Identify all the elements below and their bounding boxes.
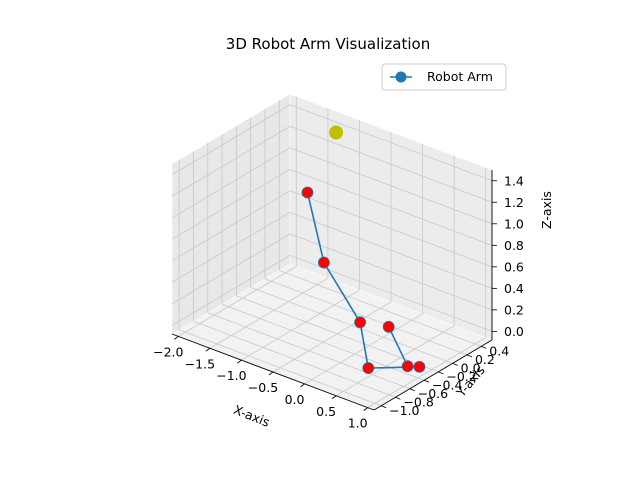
z-axis-label: Z-axis	[539, 191, 554, 229]
y-tick-label: 0.0	[461, 360, 481, 375]
x-tick	[268, 371, 274, 376]
legend-box	[381, 63, 507, 91]
x-tick	[174, 336, 179, 340]
x-tick	[363, 407, 368, 411]
z-grid-line	[171, 125, 291, 197]
target-marker	[329, 125, 344, 140]
x-tick	[205, 347, 211, 352]
z-grid-line	[289, 147, 493, 225]
z-grid-line	[171, 212, 291, 283]
x-grid-line	[272, 301, 392, 373]
y-tick	[381, 405, 387, 409]
y-grid-line	[207, 312, 410, 390]
x-tick	[237, 359, 242, 364]
z-grid-line	[171, 233, 291, 305]
y-grid-line	[193, 320, 396, 398]
y-tick	[481, 345, 487, 349]
x-tick-label: 0.5	[316, 404, 336, 419]
y-tick	[409, 388, 415, 392]
y-grid-line	[279, 269, 482, 347]
joint-marker	[362, 362, 375, 374]
legend-marker-swatch	[395, 71, 407, 83]
z-tick-label: 0.8	[504, 238, 524, 253]
joint-marker	[317, 256, 330, 269]
y-tick	[466, 354, 473, 358]
joint-marker	[301, 186, 314, 199]
joint-marker	[382, 320, 395, 333]
x-tick-label: 0.0	[285, 392, 305, 407]
z-grid-line	[171, 168, 291, 240]
joint-marker	[413, 360, 426, 373]
z-grid-line	[171, 147, 291, 219]
x-axis-label: X-axis	[231, 402, 271, 430]
x-grid-line	[209, 277, 329, 349]
x-grid-line	[241, 289, 360, 361]
x-tick-label: −1.5	[185, 356, 215, 371]
joint-marker	[401, 360, 414, 373]
y-tick-label: 0.4	[489, 343, 509, 358]
y-tick-label: −0.2	[446, 369, 476, 384]
y-tick	[395, 396, 401, 400]
x-grid-line	[304, 313, 423, 385]
z-grid-line	[289, 104, 493, 182]
y-grid-line	[250, 286, 453, 364]
z-tick-label: 0.2	[504, 302, 524, 317]
y-tick	[452, 362, 458, 366]
chart-title: 3D Robot Arm Visualization	[226, 35, 430, 53]
x-tick-label: 1.0	[348, 416, 368, 431]
robot-arm-series	[301, 125, 426, 374]
z-tick-label: 1.0	[504, 216, 524, 231]
y-axis-line	[373, 339, 493, 411]
y-tick	[438, 371, 444, 375]
z-tick-label: 1.4	[504, 173, 524, 188]
tick-labels: −2.0−1.5−1.0−0.50.00.51.0−1.0−0.8−0.6−0.…	[153, 173, 524, 430]
x-tick-label: −1.0	[216, 368, 246, 383]
y-tick-label: −0.6	[418, 386, 448, 401]
x-tick	[300, 383, 305, 388]
y-tick-label: −0.4	[432, 377, 462, 392]
y-grid-line	[179, 329, 382, 407]
z-tick-label: 0.0	[504, 324, 524, 339]
x-grid-line	[178, 266, 297, 337]
z-grid-line	[171, 190, 291, 262]
z-tick-label: 0.4	[504, 281, 524, 296]
y-tick-label: −0.8	[403, 394, 433, 409]
joint-marker	[354, 316, 366, 329]
z-grid-line	[289, 168, 493, 246]
z-grid-line	[289, 190, 493, 268]
grid-lines	[171, 96, 493, 408]
y-tick	[423, 379, 430, 383]
legend-label: Robot Arm	[427, 69, 493, 84]
x-tick-label: −0.5	[248, 380, 278, 395]
z-tick-label: 1.2	[504, 195, 524, 210]
x-tick-label: −2.0	[153, 344, 183, 359]
x-tick	[331, 395, 337, 400]
x-grid-line	[367, 337, 486, 408]
y-tick-label: 0.2	[475, 352, 495, 367]
z-grid-line	[171, 104, 291, 176]
axis-panes	[171, 93, 493, 411]
z-grid-line	[289, 125, 493, 203]
z-tick-label: 0.6	[504, 259, 524, 274]
z-grid-line	[289, 233, 493, 311]
legend: Robot Arm	[381, 63, 507, 91]
x-grid-line	[335, 325, 455, 397]
z-grid-line	[171, 255, 291, 326]
z-grid-line	[289, 211, 493, 289]
y-tick-label: −1.0	[389, 403, 419, 418]
y-grid-line	[264, 278, 468, 356]
